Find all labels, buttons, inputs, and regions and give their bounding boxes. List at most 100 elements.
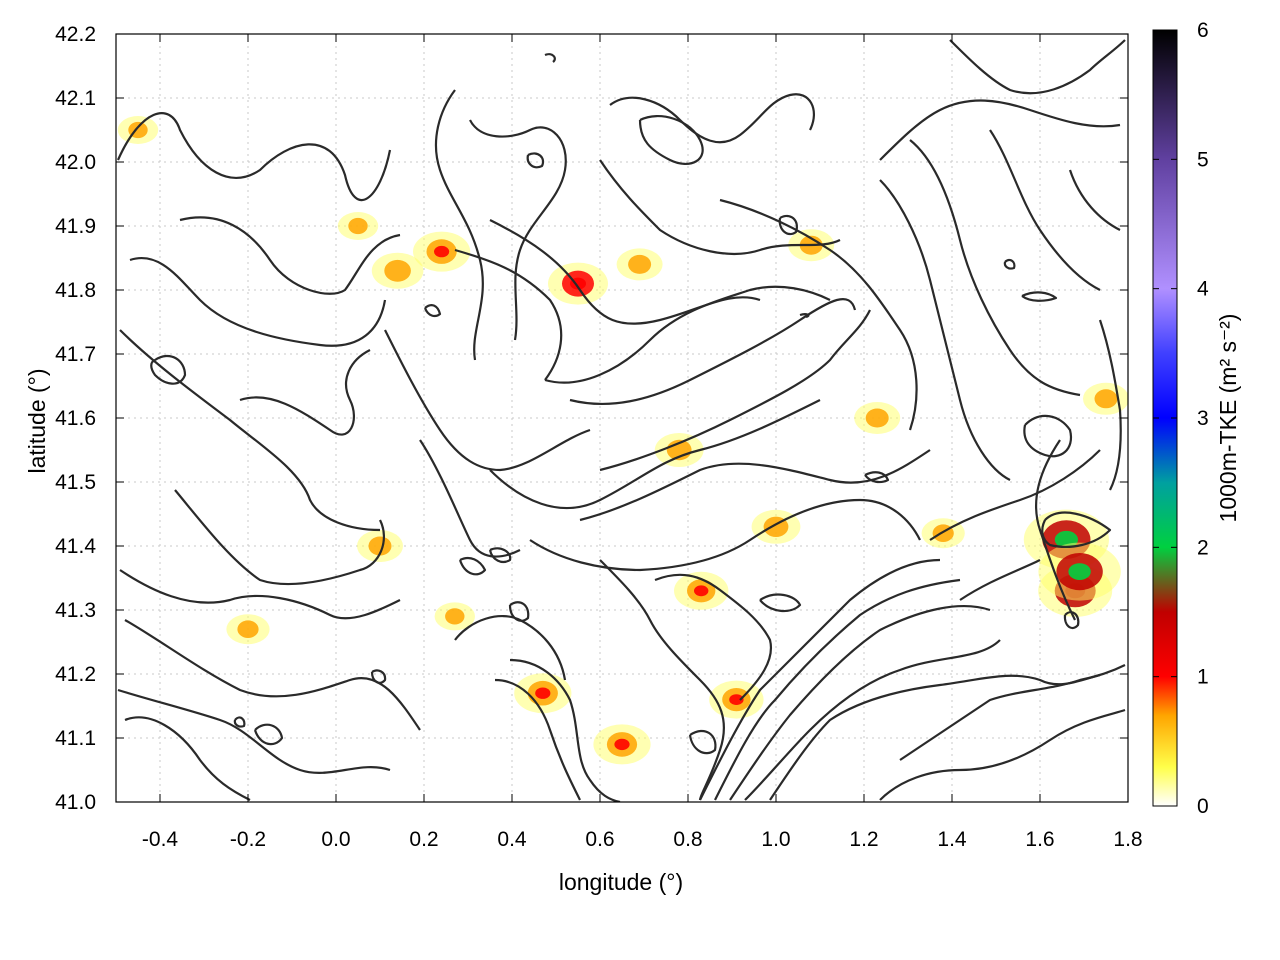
contour-line [959, 559, 1041, 601]
colorbar-title: 1000m-TKE (m² s⁻²) [1215, 314, 1241, 523]
contour-line [879, 179, 1011, 481]
tke-peak [535, 687, 551, 699]
contour-line [488, 547, 512, 564]
contour-line [253, 723, 284, 746]
tke-peak [694, 585, 709, 597]
y-tick-label: 41.9 [55, 215, 96, 238]
y-tick-label: 41.6 [55, 407, 96, 430]
x-axis-title: longitude (°) [559, 869, 683, 895]
contour-line [759, 593, 802, 613]
contour-line [529, 498, 921, 572]
contour-line [989, 129, 1101, 291]
x-tick-label: 0.2 [409, 828, 438, 851]
contour-line [638, 115, 704, 165]
y-tick-label: 41.2 [55, 663, 96, 686]
tke-peak [434, 245, 450, 258]
x-tick-label: -0.2 [230, 828, 266, 851]
y-tick-label: 41.3 [55, 599, 96, 622]
colorbar-tick-label: 4 [1197, 278, 1209, 301]
contour-line [239, 349, 371, 436]
contour-line [370, 669, 387, 684]
contour-line [419, 439, 521, 558]
x-tick-label: 1.2 [849, 828, 878, 851]
y-axis: 41.0 41.1 41.2 41.3 41.4 41.5 41.6 41.7 41.8 41.9… [55, 23, 1128, 814]
contour-line [769, 673, 1101, 801]
contour-line [714, 578, 961, 801]
x-tick-label: 0.4 [497, 828, 527, 851]
contour-line [509, 658, 621, 802]
contour-line [544, 53, 556, 63]
contour-line [1023, 414, 1073, 458]
contour-line [423, 304, 442, 318]
contour-line [778, 214, 798, 236]
contour-line [579, 449, 931, 522]
contour-line [124, 716, 251, 801]
x-tick-label: 0.8 [673, 828, 702, 851]
contour-line [434, 89, 484, 361]
contour-line [688, 729, 717, 755]
contour-line [879, 99, 1121, 161]
colorbar-tick-label: 0 [1197, 795, 1209, 818]
contour-line [1068, 169, 1121, 231]
tke-core [865, 408, 889, 428]
tke-core [237, 620, 259, 638]
contour-line [1063, 611, 1080, 630]
contour-line [899, 664, 1126, 761]
contour-line [654, 573, 773, 701]
tke-core [1094, 389, 1118, 409]
contour-line [544, 285, 831, 384]
x-tick-label: 0.0 [321, 828, 350, 851]
tke-core [445, 608, 465, 625]
terrain-contours [116, 39, 1126, 802]
contour-line [599, 159, 841, 256]
colorbar-tick-label: 2 [1197, 536, 1209, 559]
colorbar-tick-label: 6 [1197, 19, 1209, 42]
colorbar-tick-label: 1 [1197, 666, 1209, 689]
contour-line [599, 559, 725, 801]
contour-line [233, 716, 246, 728]
contour-line [1098, 319, 1122, 491]
contour-line [599, 309, 871, 472]
x-tick-label: 1.6 [1025, 828, 1054, 851]
contour-line [384, 329, 591, 472]
y-tick-label: 42.0 [55, 151, 96, 174]
contour-line [129, 257, 387, 347]
contour-line [116, 112, 392, 202]
y-tick-label: 41.4 [55, 535, 96, 558]
contour-line [1035, 439, 1076, 621]
y-tick-label: 41.7 [55, 343, 96, 366]
contour-line [117, 688, 391, 774]
contour-line [124, 619, 421, 731]
tke-core [628, 254, 652, 274]
contour-line [174, 489, 385, 586]
contour-line [949, 39, 1126, 95]
y-axis-title: latitude (°) [24, 368, 50, 473]
contour-line [699, 558, 941, 801]
contour-line [909, 139, 1081, 397]
y-tick-label: 41.8 [55, 279, 96, 302]
contour-line [526, 152, 545, 169]
y-tick-label: 41.1 [55, 727, 96, 750]
contour-line [494, 678, 581, 801]
contour-line [569, 298, 857, 406]
contour-line [119, 569, 401, 620]
tke-core [384, 259, 411, 282]
contour-line [609, 93, 815, 144]
colorbar-tick-label: 5 [1197, 148, 1209, 171]
contour-line [454, 248, 563, 381]
colorbar-tick-label: 3 [1197, 407, 1209, 430]
x-tick-label: 1.0 [761, 828, 790, 851]
x-axis: -0.4 -0.2 0.0 0.2 0.4 0.6 0.8 1.0 1.2 1.4 1.6 1.8 [142, 34, 1143, 851]
x-tick-label: 1.4 [937, 828, 967, 851]
y-tick-label: 42.2 [55, 23, 96, 46]
tke-peak [1068, 563, 1091, 580]
y-tick-label: 42.1 [55, 87, 96, 110]
y-tick-label: 41.5 [55, 471, 96, 494]
contour-line [458, 556, 487, 576]
contour-line [508, 601, 530, 622]
contour-line [179, 216, 401, 295]
y-tick-label: 41.0 [55, 791, 96, 814]
contour-line [469, 119, 567, 341]
contour-line [1041, 511, 1112, 548]
